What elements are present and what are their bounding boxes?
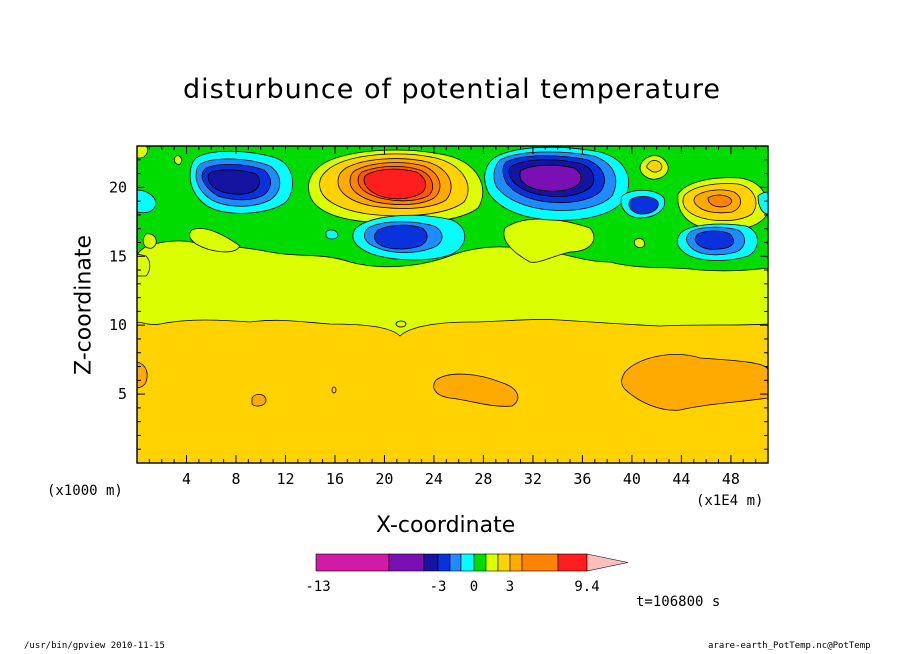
- colorbar-segment: [437, 553, 451, 572]
- field-patch: [395, 320, 407, 328]
- colorbar-segment: [485, 553, 499, 572]
- field-patch: [707, 194, 732, 208]
- colorbar-segment: [315, 553, 390, 572]
- y-tick-label: 15: [109, 247, 127, 265]
- y-axis-label: Z-coordinate: [71, 235, 97, 375]
- field-patch: [621, 354, 768, 411]
- x-tick-label: 32: [524, 470, 542, 488]
- y-tick-label: 10: [109, 316, 127, 334]
- x-axis-label: X-coordinate: [376, 513, 516, 538]
- x-tick-label: 24: [425, 470, 443, 488]
- colorbar-segment: [460, 553, 475, 572]
- axis-ticks: [137, 146, 768, 463]
- x-tick-label: 16: [326, 470, 344, 488]
- colorbar-label: 9.4: [574, 579, 599, 595]
- colorbar-extend-arrow: [586, 553, 629, 572]
- y-axis-unit: (x1000 m): [47, 483, 123, 499]
- colorbar-labels: -13 -3 0 3 9.4: [305, 579, 599, 595]
- heatmap-plot-area: [137, 146, 768, 463]
- x-tick-label: 20: [375, 470, 393, 488]
- x-axis-unit: (x1E4 m): [696, 493, 764, 509]
- colorbar-segment: [388, 553, 425, 572]
- colorbar-segment: [557, 553, 588, 572]
- x-tick-label: 8: [231, 470, 240, 488]
- field-patch: [633, 238, 645, 248]
- field-patch: [142, 233, 157, 249]
- colorbar-label: -13: [305, 579, 330, 595]
- field-patch: [188, 228, 241, 253]
- field-patch: [207, 169, 260, 195]
- field-patch: [374, 224, 428, 250]
- field-patch: [173, 155, 183, 165]
- colorbar: [315, 553, 629, 572]
- colorbar-segment: [521, 553, 559, 572]
- field-patch: [363, 168, 426, 200]
- x-tick-label: 40: [623, 470, 641, 488]
- x-tick-label: 36: [573, 470, 591, 488]
- footer-right: arare-earth_PotTemp.nc@PotTemp: [708, 641, 871, 651]
- field-patch: [137, 189, 157, 214]
- colorbar-label: -3: [430, 579, 447, 595]
- footer-left: /usr/bin/gpview 2010-11-15: [24, 641, 165, 651]
- field-patch: [331, 386, 337, 394]
- y-tick-label: 5: [118, 385, 127, 403]
- colorbar-segment: [497, 553, 511, 572]
- chart-title: disturbunce of potential temperature: [183, 74, 721, 105]
- x-tick-label: 4: [182, 470, 191, 488]
- colorbar-label: 0: [470, 579, 478, 595]
- y-tick-label: 20: [109, 178, 127, 196]
- colorbar-segment: [473, 553, 487, 572]
- x-tick-label: 44: [672, 470, 690, 488]
- field-patch: [694, 230, 734, 250]
- field-patch: [757, 191, 768, 215]
- colorbar-segment: [423, 553, 439, 572]
- colorbar-label: 3: [506, 579, 514, 595]
- colorbar-segment: [509, 553, 523, 572]
- x-tick-label: 28: [474, 470, 492, 488]
- field-patch: [251, 394, 267, 407]
- x-tick-label: 48: [722, 470, 740, 488]
- field-patch: [433, 373, 519, 407]
- x-tick-label: 12: [276, 470, 294, 488]
- colorbar-segment: [449, 553, 462, 572]
- field-patch: [628, 196, 659, 215]
- field-patch: [519, 164, 582, 192]
- field-patch: [646, 160, 663, 173]
- field-patch: [325, 229, 339, 240]
- plot-frame: [136, 145, 769, 464]
- time-label: t=106800 s: [636, 594, 721, 610]
